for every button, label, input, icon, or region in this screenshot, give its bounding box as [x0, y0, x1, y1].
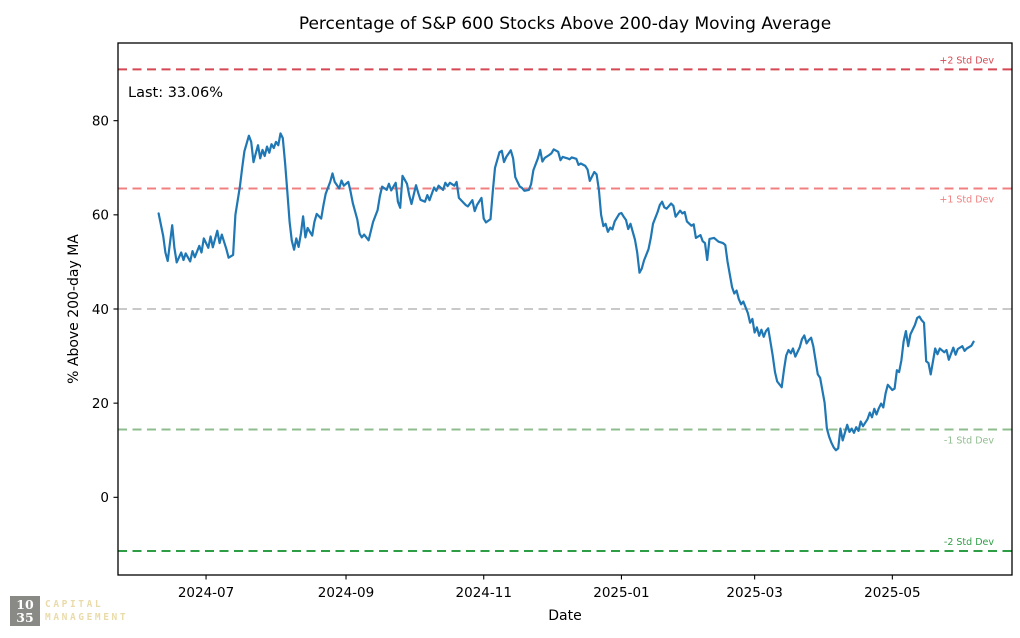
logo-wordmark: CAPITAL MANAGEMENT — [45, 596, 128, 624]
reference-line-label: -2 Std Dev — [944, 537, 994, 548]
logo-wordmark-line1: CAPITAL — [45, 599, 104, 610]
y-tick-label: 80 — [92, 113, 109, 129]
x-tick-label: 2025-01 — [593, 585, 649, 601]
company-logo: 10 35 CAPITAL MANAGEMENT — [10, 596, 128, 626]
reference-line-label: +2 Std Dev — [939, 55, 994, 66]
logo-number-top: 10 — [16, 597, 34, 612]
x-tick-label: 2025-05 — [864, 585, 920, 601]
logo-1035-badge: 10 35 — [10, 596, 40, 626]
series-line — [157, 132, 975, 452]
y-tick-label: 60 — [92, 208, 109, 224]
x-tick-label: 2024-11 — [456, 585, 512, 601]
chart-title: Percentage of S&P 600 Stocks Above 200-d… — [298, 14, 832, 34]
logo-number-bottom: 35 — [16, 610, 34, 625]
y-tick-label: 40 — [92, 302, 109, 318]
reference-line-label: -1 Std Dev — [944, 436, 994, 447]
reference-line-label: +1 Std Dev — [939, 194, 994, 205]
x-tick-label: 2025-03 — [726, 585, 782, 601]
last-value-annotation: Last: 33.06% — [128, 85, 223, 101]
logo-wordmark-line2: MANAGEMENT — [45, 612, 129, 623]
y-tick-label: 20 — [92, 396, 109, 412]
x-tick-label: 2024-07 — [178, 585, 234, 601]
y-tick-label: 0 — [100, 490, 109, 506]
x-tick-label: 2024-09 — [318, 585, 374, 601]
y-axis-label: % Above 200-day MA — [66, 234, 82, 384]
x-axis-label: Date — [548, 608, 582, 624]
